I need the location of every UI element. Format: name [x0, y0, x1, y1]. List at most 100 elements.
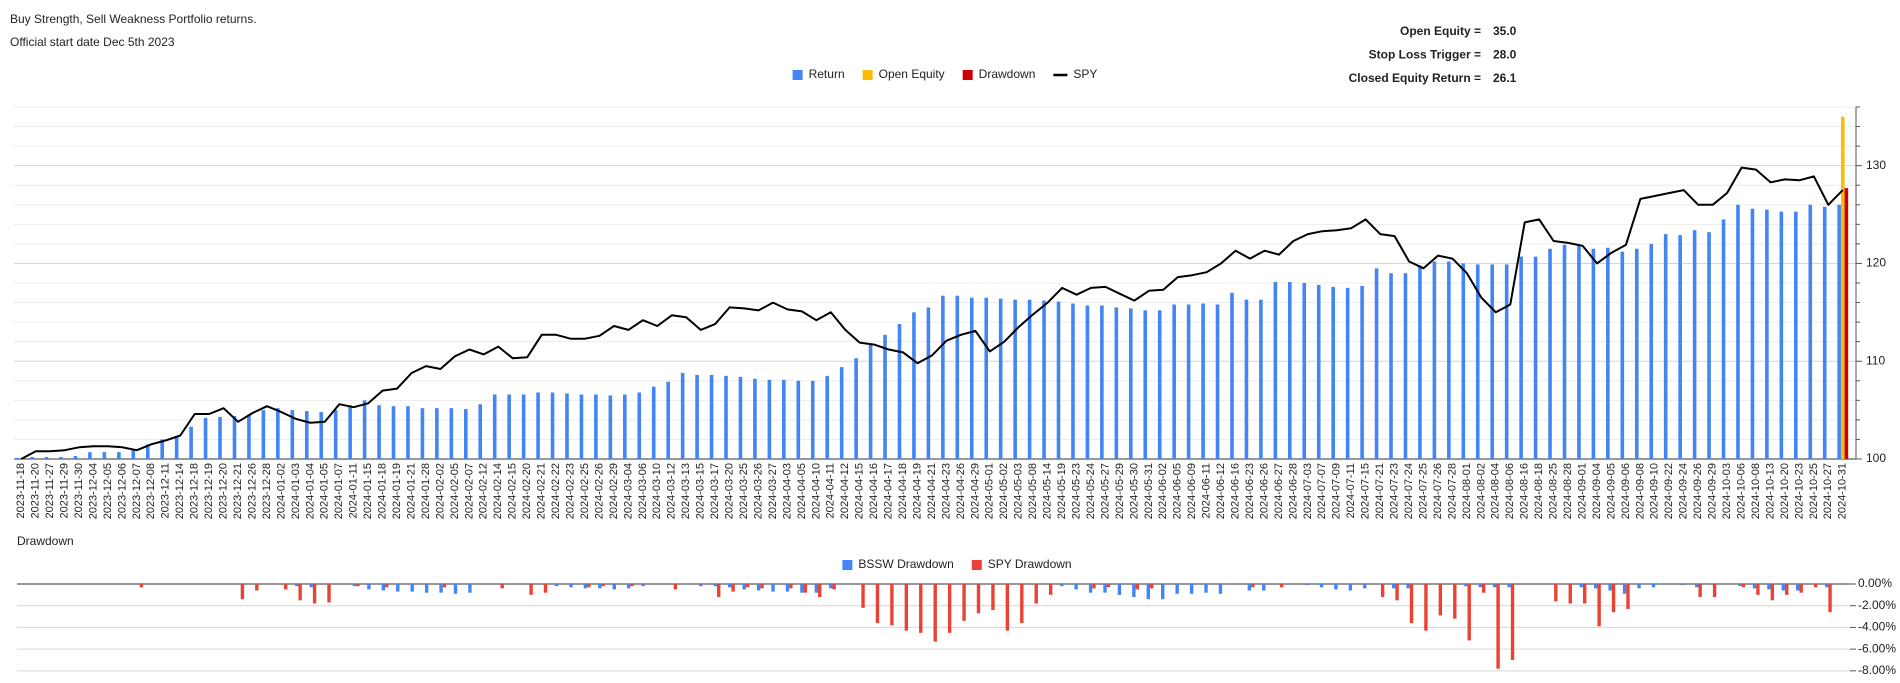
- bar: [1606, 247, 1610, 459]
- bar: [767, 379, 772, 459]
- bar: [73, 456, 78, 459]
- y-tick-label: 130: [1866, 158, 1886, 172]
- x-tick-label: 2024-05-29: [1114, 463, 1126, 519]
- bar: [962, 584, 966, 621]
- bar: [623, 394, 627, 459]
- bar: [969, 297, 974, 459]
- x-tick-label: 2024-07-23: [1389, 463, 1401, 519]
- bar: [352, 584, 357, 587]
- x-tick-label: 2024-02-22: [550, 463, 562, 519]
- bar: [1172, 304, 1176, 459]
- chart-title: Buy Strength, Sell Weakness Portfolio re…: [10, 12, 257, 26]
- bar: [1750, 208, 1755, 459]
- x-tick-label: 2024-01-21: [405, 463, 417, 519]
- x-tick-label: 2024-08-06: [1504, 463, 1516, 519]
- bar: [1478, 584, 1482, 588]
- x-tick-label: 2023-12-11: [160, 463, 172, 518]
- bar: [1305, 584, 1309, 586]
- legend-label: SPY: [1073, 67, 1097, 81]
- x-tick-label: 2024-08-25: [1548, 463, 1560, 519]
- bar: [1707, 232, 1711, 459]
- bar: [1418, 265, 1422, 459]
- bar: [1215, 304, 1220, 459]
- bar: [1161, 584, 1165, 600]
- x-tick-label: 2024-04-16: [868, 463, 880, 519]
- x-tick-label: 2024-06-28: [1287, 463, 1299, 519]
- bar: [627, 584, 631, 589]
- x-tick-label: 2024-05-24: [1085, 463, 1097, 519]
- x-tick-label: 2024-01-05: [319, 463, 331, 519]
- x-tick-label: 2024-05-01: [984, 463, 996, 519]
- x-tick-label: 2024-05-03: [1013, 463, 1025, 519]
- x-tick-label: 2024-03-25: [738, 463, 750, 519]
- bar: [290, 410, 295, 459]
- bar: [1316, 284, 1321, 459]
- x-tick-label: 2024-10-08: [1750, 463, 1762, 519]
- x-tick-label: 2024-04-10: [810, 463, 822, 519]
- x-tick-label: 2024-05-02: [998, 463, 1010, 519]
- bar: [875, 584, 880, 624]
- bar: [117, 452, 121, 459]
- bar: [818, 584, 822, 598]
- bar: [550, 392, 555, 459]
- bar: [1781, 584, 1786, 591]
- bar: [1680, 584, 1685, 586]
- x-tick-label: 2024-10-31: [1837, 463, 1849, 519]
- bar: [1273, 282, 1278, 459]
- legend-label: Drawdown: [979, 67, 1036, 81]
- x-tick-label: 2024-03-20: [724, 463, 736, 519]
- bar: [1464, 584, 1468, 587]
- legend-label: BSSW Drawdown: [858, 557, 953, 571]
- x-tick-label: 2023-11-27: [44, 463, 56, 518]
- x-tick-label: 2024-03-13: [680, 463, 692, 519]
- bar: [1692, 230, 1697, 459]
- x-tick-label: 2024-01-02: [275, 463, 287, 519]
- legend-swatch: [842, 560, 853, 570]
- x-tick-label: 2024-03-26: [752, 463, 764, 519]
- x-tick-label: 2024-04-15: [854, 463, 866, 519]
- bar: [1533, 256, 1538, 459]
- x-tick-label: 2024-01-18: [377, 463, 389, 519]
- bar: [1331, 286, 1335, 459]
- bar: [1594, 584, 1598, 589]
- x-tick-label: 2024-09-10: [1649, 463, 1661, 519]
- x-tick-label: 2024-05-23: [1070, 463, 1082, 519]
- bar: [348, 405, 352, 459]
- bar: [641, 584, 645, 587]
- bar: [420, 408, 425, 459]
- x-tick-label: 2023-12-07: [131, 463, 143, 519]
- bar: [728, 584, 732, 588]
- bar: [1562, 244, 1567, 459]
- bar: [1837, 204, 1841, 459]
- bar: [1103, 584, 1107, 593]
- bar: [955, 295, 960, 459]
- bar: [1510, 584, 1515, 660]
- bar: [598, 584, 602, 589]
- bar: [1186, 304, 1191, 459]
- bar: [1490, 264, 1495, 459]
- bar: [612, 584, 616, 590]
- bar: [695, 374, 699, 459]
- stat-value: 35.0: [1493, 24, 1517, 38]
- bar: [1767, 584, 1771, 590]
- x-tick-label: 2023-12-14: [174, 463, 186, 519]
- bar: [1813, 584, 1818, 588]
- bar: [1548, 248, 1552, 459]
- bar: [1013, 299, 1017, 459]
- x-tick-label: 2024-03-17: [709, 463, 721, 519]
- bar: [782, 379, 786, 459]
- x-tick-label: 2024-02-15: [507, 463, 519, 519]
- chart-title: Drawdown: [17, 534, 74, 548]
- stat-value: 26.1: [1493, 71, 1517, 85]
- bar: [565, 393, 569, 459]
- y-tick-label: 100: [1866, 451, 1886, 465]
- bar: [724, 375, 728, 459]
- x-tick-label: 2024-09-05: [1605, 463, 1617, 519]
- bar: [717, 584, 721, 598]
- bar: [1189, 584, 1194, 594]
- bar: [449, 408, 454, 459]
- bar: [1201, 303, 1205, 459]
- bar: [1447, 261, 1451, 459]
- x-tick-label: 2024-04-26: [955, 463, 967, 519]
